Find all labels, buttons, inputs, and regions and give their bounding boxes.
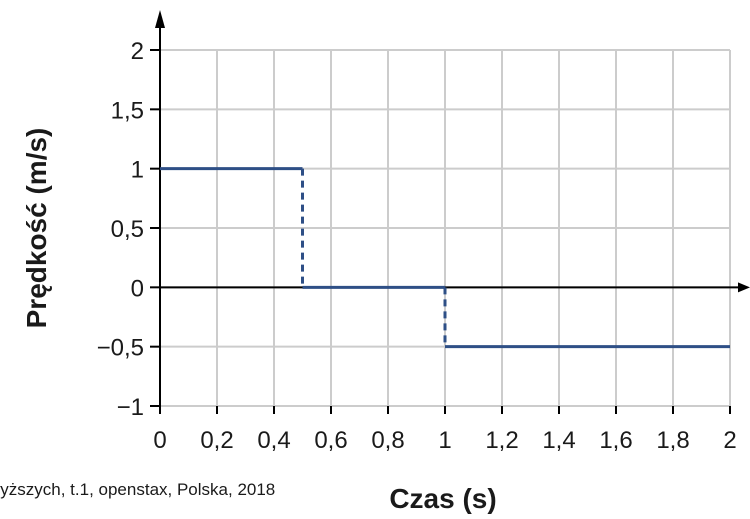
x-axis-arrow — [738, 282, 750, 293]
x-tick-label: 1,2 — [485, 427, 518, 454]
y-tick-label: 0 — [131, 275, 144, 302]
y-tick-label: −1 — [117, 394, 144, 421]
x-tick-label: 0,8 — [371, 427, 404, 454]
y-tick-label: 1 — [131, 157, 144, 184]
x-tick-label: 0 — [153, 427, 166, 454]
y-tick-label: −0,5 — [97, 335, 144, 362]
source-caption: wyższych, t.1, openstax, Polska, 2018 — [0, 480, 276, 499]
x-tick-label: 1 — [438, 427, 451, 454]
x-axis-title: Czas (s) — [389, 483, 496, 514]
x-tick-label: 0,4 — [257, 427, 290, 454]
x-tick-label: 1,6 — [599, 427, 632, 454]
grid — [160, 49, 731, 407]
x-tick-label: 1,8 — [656, 427, 689, 454]
x-tick-label: 0,2 — [200, 427, 233, 454]
y-tick-label: 2 — [131, 38, 144, 65]
y-axis-arrow — [155, 10, 165, 28]
x-tick-label: 2 — [723, 427, 736, 454]
x-tick-label: 0,6 — [314, 427, 347, 454]
y-axis-title: Prędkość (m/s) — [21, 128, 52, 329]
y-tick-label: 1,5 — [111, 97, 144, 124]
tick-labels: 2 1,5 1 0,5 0 −0,5 −1 0 0,2 0,4 0,6 0,8 1 1,2 1,4 1,6 1,… — [97, 38, 737, 454]
y-tick-label: 0,5 — [111, 216, 144, 243]
series — [160, 167, 730, 349]
x-tick-label: 1,4 — [542, 427, 575, 454]
axes — [150, 10, 750, 414]
